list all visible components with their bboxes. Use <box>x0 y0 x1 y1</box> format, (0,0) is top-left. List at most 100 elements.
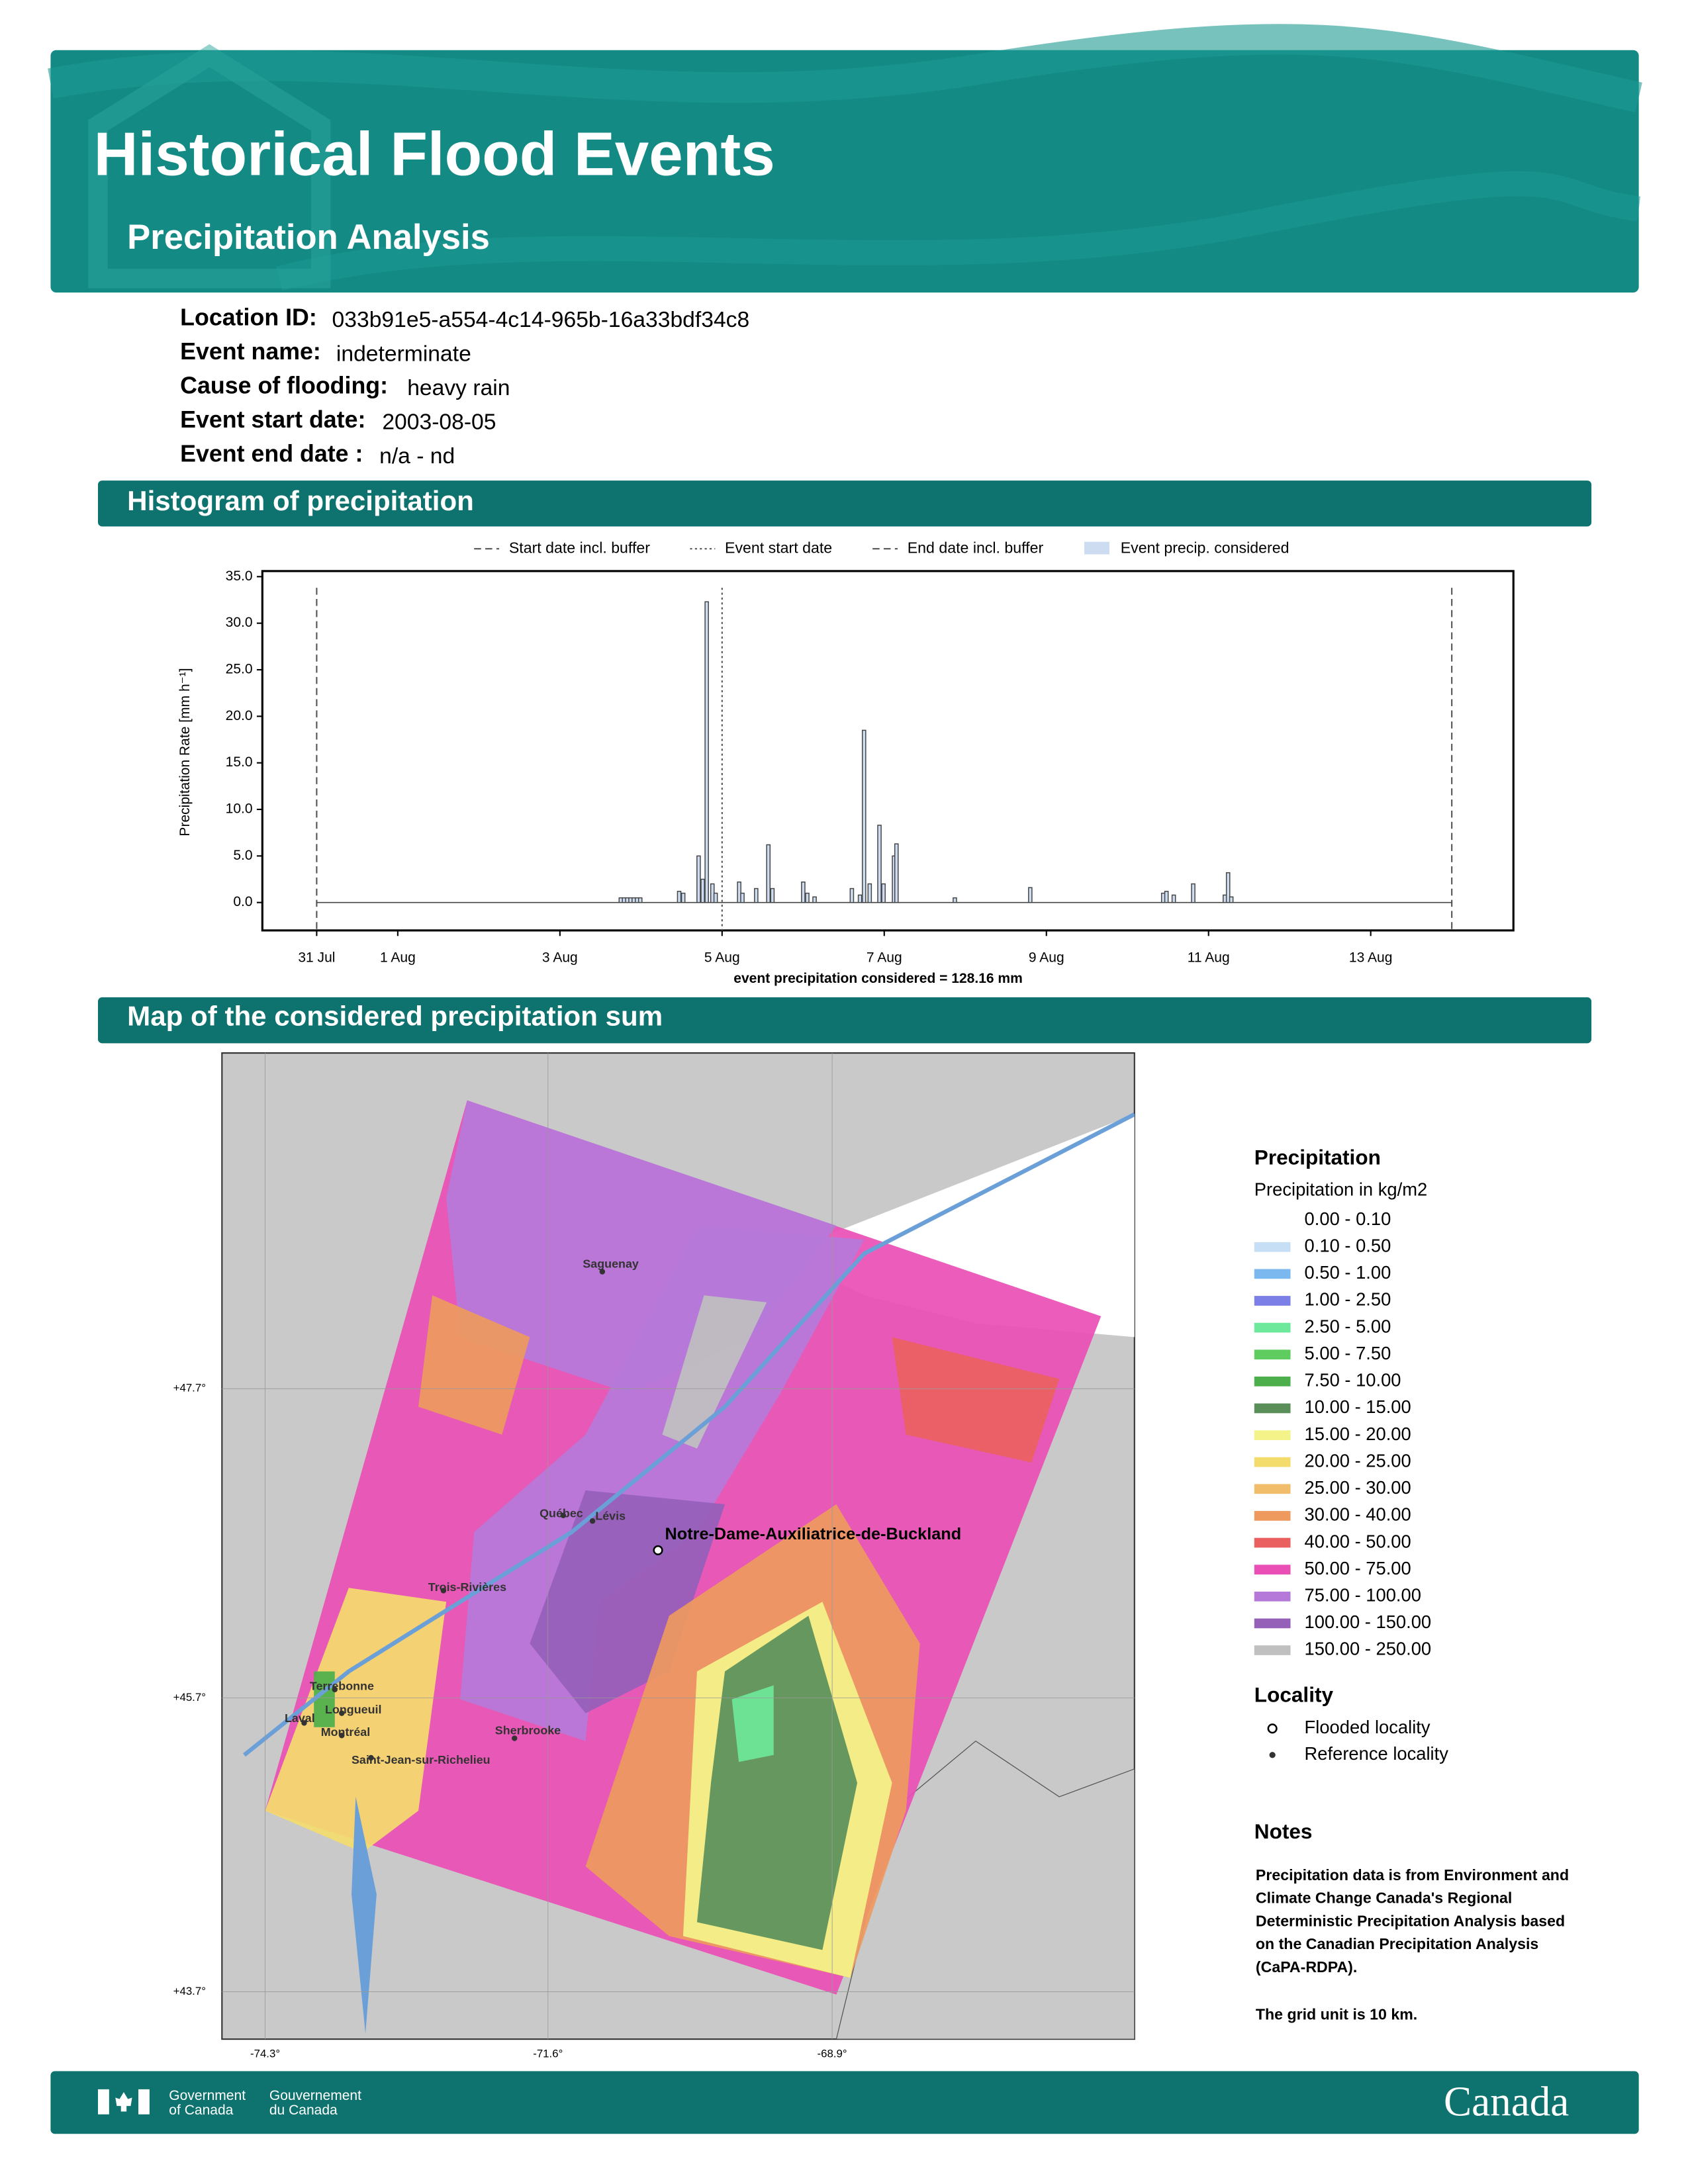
bar <box>696 855 701 903</box>
info-label: Event end date : <box>180 441 363 467</box>
precip-grid <box>243 1100 1135 2040</box>
city-label: Laval <box>285 1711 315 1725</box>
bar <box>737 881 741 903</box>
reference-locality <box>440 1588 447 1594</box>
legend-class: 10.00 - 15.00 <box>1305 1396 1411 1417</box>
grid-region <box>892 1337 1060 1463</box>
notes-line: (CaPA-RDPA). <box>1256 1958 1357 1976</box>
bar <box>700 878 705 903</box>
plot-frame <box>261 570 1515 932</box>
city-label: Longueuil <box>325 1703 381 1716</box>
bar <box>704 601 709 903</box>
city-label: Lévis <box>595 1510 626 1523</box>
legend-swatch <box>1254 1242 1291 1252</box>
legend-swatch <box>1254 1296 1291 1306</box>
legend-swatch <box>1254 1430 1291 1440</box>
bar <box>849 887 855 903</box>
bar <box>881 883 886 903</box>
annotation: event precipitation considered = 128.16 … <box>733 971 1023 986</box>
footer-gov: of Canada <box>169 2103 233 2118</box>
legend-class: 20.00 - 25.00 <box>1305 1450 1411 1471</box>
legend-reference <box>1269 1752 1276 1758</box>
y-tick-label: 0.0 <box>233 894 252 909</box>
notes-line: Deterministic Precipitation Analysis bas… <box>1256 1912 1565 1929</box>
legend-swatch <box>1254 1457 1291 1467</box>
reference-locality <box>368 1754 374 1761</box>
legend-label: End date incl. buffer <box>908 539 1044 556</box>
bar <box>867 883 872 903</box>
legend-swatch <box>1254 1376 1291 1387</box>
legend-swatch <box>1254 1322 1291 1333</box>
y-tick-label: 25.0 <box>226 662 253 677</box>
reference-locality <box>560 1512 567 1519</box>
legend-class: 30.00 - 40.00 <box>1305 1504 1411 1525</box>
city-label: Saguenay <box>583 1257 639 1271</box>
legend-class: 0.00 - 0.10 <box>1305 1208 1391 1229</box>
header-wave <box>276 171 1641 291</box>
legend-swatch <box>1254 1511 1291 1521</box>
legend-swatch <box>1254 1403 1291 1414</box>
city-label: Québec <box>539 1506 583 1520</box>
bar <box>770 887 775 903</box>
legend-swatch <box>1254 1215 1291 1225</box>
bar <box>1225 872 1231 903</box>
legend-title: Precipitation <box>1254 1145 1381 1169</box>
city-label: Montréal <box>321 1725 371 1739</box>
info-value: indeterminate <box>336 342 471 367</box>
info-value: n/a - nd <box>379 444 455 469</box>
legend-class: 40.00 - 50.00 <box>1305 1531 1411 1551</box>
info-label: Event start date: <box>180 406 365 433</box>
legend-swatch <box>1254 1618 1291 1629</box>
header-logo <box>88 44 331 289</box>
canada-flag <box>97 2089 150 2115</box>
footer-gov: Gouvernement <box>269 2088 361 2103</box>
lat-label: +47.7° <box>173 1382 206 1394</box>
x-tick-label: 31 Jul <box>298 950 335 966</box>
legend-swatch <box>1254 1349 1291 1360</box>
x-tick-label: 3 Aug <box>542 950 578 966</box>
section-title: Map of the considered precipitation sum <box>127 1001 663 1032</box>
legend-class: 1.00 - 2.50 <box>1305 1289 1391 1310</box>
bar <box>877 825 882 903</box>
x-tick-label: 7 Aug <box>867 950 902 966</box>
bar <box>766 844 771 903</box>
legend-title: Locality <box>1254 1683 1334 1707</box>
bar <box>857 894 863 903</box>
river <box>243 1112 1135 1757</box>
legend-swatch <box>1254 1269 1291 1279</box>
bar <box>680 892 686 903</box>
header-wave <box>48 24 1642 113</box>
bar <box>801 881 806 903</box>
bar <box>805 892 810 903</box>
legend-class: 0.10 - 0.50 <box>1305 1235 1391 1255</box>
info-label: Event name: <box>180 338 321 365</box>
lon-label: -71.6° <box>533 2048 563 2060</box>
reference-locality <box>301 1720 307 1726</box>
legend-flooded <box>1267 1723 1278 1734</box>
section-bar <box>97 997 1592 1044</box>
flooded-locality <box>653 1545 663 1555</box>
legend-locality: Reference locality <box>1305 1743 1449 1764</box>
lat-label: +45.7° <box>173 1691 206 1704</box>
bar <box>1028 887 1033 903</box>
wordmark: Canada <box>1444 2079 1569 2125</box>
x-tick-label: 13 Aug <box>1349 950 1393 966</box>
legend-swatch <box>1254 1484 1291 1494</box>
bar <box>861 729 867 903</box>
notes-line: on the Canadian Precipitation Analysis <box>1256 1935 1538 1952</box>
city-label: Terrebonne <box>310 1679 374 1692</box>
x-tick-label: 11 Aug <box>1188 950 1230 966</box>
legend-class: 100.00 - 150.00 <box>1305 1612 1432 1632</box>
lon-label: -68.9° <box>818 2048 847 2060</box>
legend-swatch <box>1254 1565 1291 1575</box>
bar <box>754 887 759 903</box>
legend-class: 15.00 - 20.00 <box>1305 1424 1411 1444</box>
city-label: Saint-Jean-sur-Richelieu <box>352 1753 491 1766</box>
bar <box>637 897 643 903</box>
grid-region <box>418 1295 530 1435</box>
legend-label: Start date incl. buffer <box>509 539 650 556</box>
reference-locality <box>512 1735 518 1741</box>
reference-locality <box>599 1269 606 1275</box>
legend-class: 25.00 - 30.00 <box>1305 1477 1411 1498</box>
y-axis-label: Precipitation Rate [mm h⁻¹] <box>177 668 193 836</box>
